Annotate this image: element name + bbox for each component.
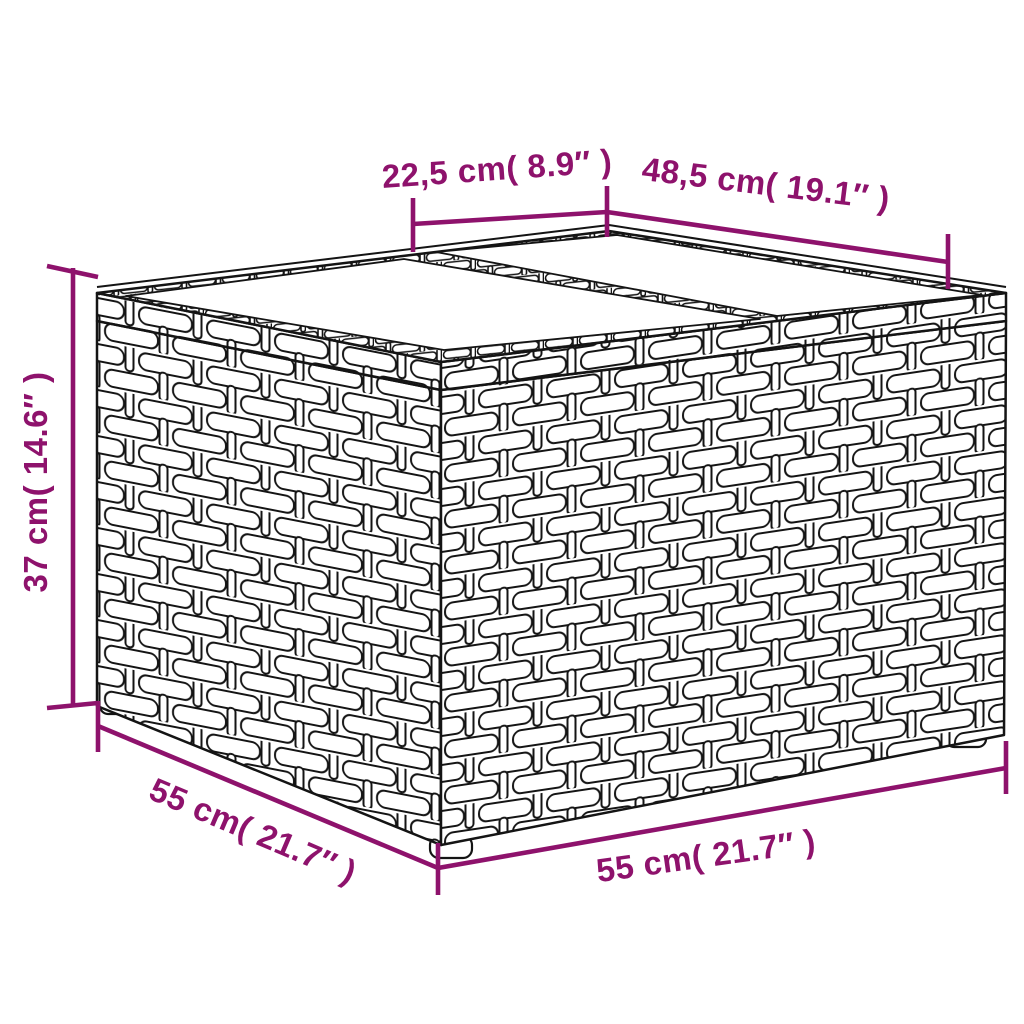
dim-depth <box>95 701 441 895</box>
dim-glass-length <box>606 209 951 289</box>
dim-height <box>46 263 99 711</box>
dimension-lines <box>46 186 1009 895</box>
dim-label-height: 37 cm( 14.6″ ) <box>17 371 54 593</box>
table-drawing <box>95 224 1008 860</box>
table-left-face <box>95 319 443 847</box>
table-right-face <box>439 319 1008 847</box>
dim-panel-width <box>410 186 610 252</box>
dim-width <box>437 741 1009 871</box>
glass-panel-left <box>125 258 761 351</box>
glass-panel-right <box>435 234 983 317</box>
